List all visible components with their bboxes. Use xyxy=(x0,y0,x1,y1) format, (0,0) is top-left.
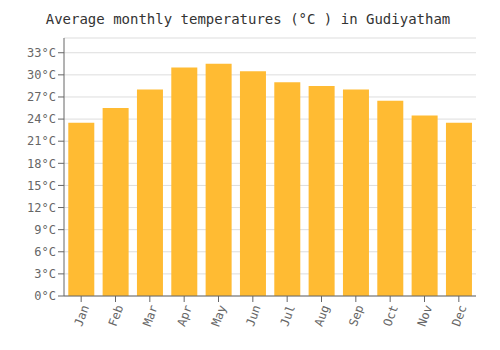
svg-text:27°C: 27°C xyxy=(27,90,56,104)
html-text:Average monthly temperatures (: Average monthly temperatures (°C ) in Gu… xyxy=(45,11,451,27)
svg-text:9°C: 9°C xyxy=(34,223,56,237)
svg-text:May: May xyxy=(209,303,230,328)
svg-text:21°C: 21°C xyxy=(27,134,56,148)
svg-text:Oct: Oct xyxy=(380,303,401,328)
svg-text:Apr: Apr xyxy=(174,303,195,328)
svg-text:Jun: Jun xyxy=(243,303,264,328)
svg-text:Mar: Mar xyxy=(140,303,161,328)
svg-text:30°C: 30°C xyxy=(27,68,56,82)
svg-text:12°C: 12°C xyxy=(27,201,56,215)
svg-text:15°C: 15°C xyxy=(27,179,56,193)
svg-text:6°C: 6°C xyxy=(34,245,56,259)
svg-text:Dec: Dec xyxy=(449,303,470,328)
svg-text:Jul: Jul xyxy=(277,303,298,328)
svg-text:Nov: Nov xyxy=(415,303,436,328)
svg-text:Feb: Feb xyxy=(106,303,127,328)
svg-text:24°C: 24°C xyxy=(27,112,56,126)
svg-text:3°C: 3°C xyxy=(34,267,56,281)
svg-text:0°C: 0°C xyxy=(34,289,56,303)
svg-text:Aug: Aug xyxy=(312,303,333,328)
svg-text:Sep: Sep xyxy=(346,303,367,328)
svg-text:Jan: Jan xyxy=(71,303,92,328)
svg-text:18°C: 18°C xyxy=(27,157,56,171)
svg-text:33°C: 33°C xyxy=(27,46,56,60)
